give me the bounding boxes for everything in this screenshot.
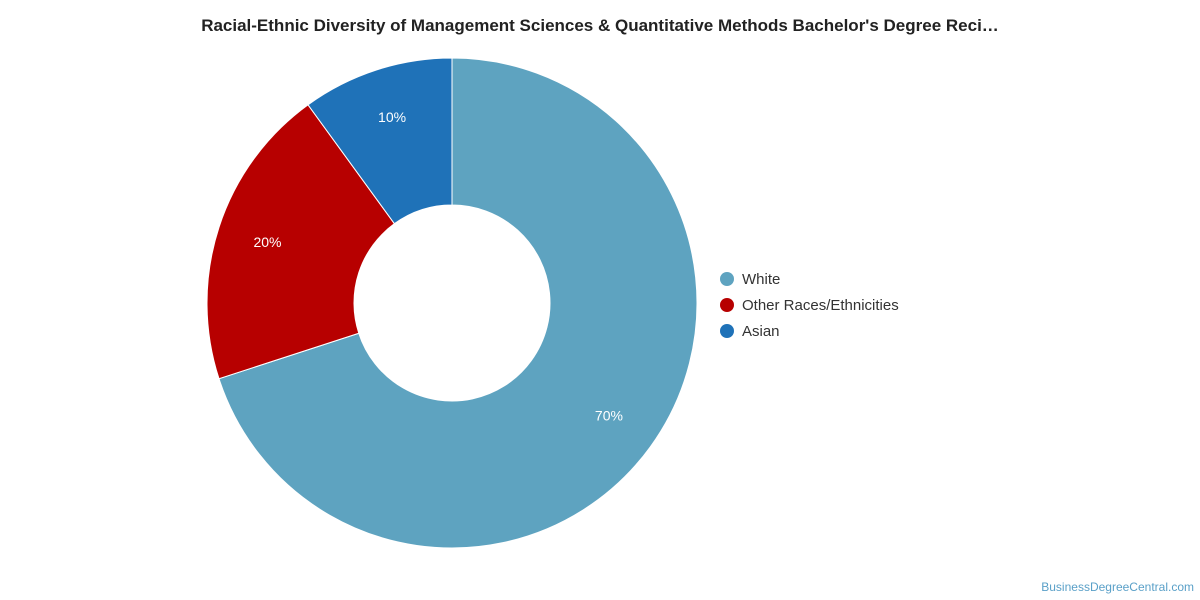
- slice-label-asian: 10%: [378, 109, 406, 125]
- slice-other-races-ethnicities[interactable]: [206, 104, 396, 380]
- slice-label-white: 70%: [595, 408, 623, 424]
- legend-item-white[interactable]: White: [720, 266, 899, 292]
- legend-label-asian: Asian: [742, 322, 780, 340]
- site-watermark[interactable]: BusinessDegreeCentral.com: [1041, 580, 1194, 594]
- legend-swatch-asian: [720, 324, 734, 338]
- legend-swatch-white: [720, 272, 734, 286]
- slice-label-other-races-ethnicities: 20%: [253, 234, 281, 250]
- slice-white[interactable]: [218, 57, 698, 549]
- legend-swatch-other-races: [720, 298, 734, 312]
- legend-label-white: White: [742, 270, 781, 288]
- slice-asian[interactable]: [307, 57, 453, 225]
- legend-item-asian[interactable]: Asian: [720, 318, 899, 344]
- legend-item-other-races[interactable]: Other Races/Ethnicities: [720, 292, 899, 318]
- chart-title: Racial-Ethnic Diversity of Management Sc…: [201, 16, 999, 35]
- legend-label-other-races: Other Races/Ethnicities: [742, 296, 899, 314]
- chart-legend: White Other Races/Ethnicities Asian: [720, 266, 899, 344]
